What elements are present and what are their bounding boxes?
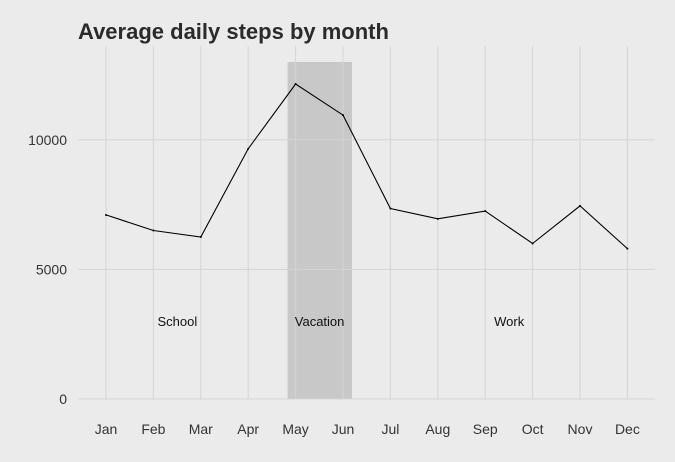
annotation-label: School (158, 314, 198, 329)
data-point (436, 217, 439, 220)
chart-title: Average daily steps by month (78, 19, 389, 44)
x-tick-label: Dec (615, 421, 640, 437)
highlight-band (287, 62, 352, 399)
data-point (626, 247, 629, 250)
data-point (579, 204, 581, 207)
data-point (294, 83, 297, 86)
data-point (389, 207, 392, 210)
y-tick-label: 10000 (28, 132, 67, 148)
x-tick-label: Apr (237, 421, 259, 437)
annotation-label: Work (494, 314, 525, 329)
x-tick-label: Oct (522, 421, 544, 437)
data-point (484, 210, 487, 213)
data-point (105, 213, 107, 216)
data-point (247, 147, 250, 150)
x-tick-label: Jul (381, 421, 399, 437)
data-point (199, 235, 202, 238)
x-tick-label: Aug (425, 421, 450, 437)
series-line (105, 83, 628, 250)
x-tick-label: Mar (189, 421, 213, 437)
x-tick-label: Sep (473, 421, 498, 437)
data-point (531, 242, 534, 245)
y-tick-label: 0 (59, 391, 67, 407)
x-tick-label: May (282, 421, 308, 437)
x-tick-label: Nov (568, 421, 593, 437)
annotation-label: Vacation (295, 314, 345, 329)
data-point (342, 114, 344, 117)
x-tick-label: Jan (95, 421, 118, 437)
x-tick-label: Feb (141, 421, 165, 437)
x-tick-label: Jun (332, 421, 355, 437)
data-point (152, 229, 155, 232)
y-tick-label: 5000 (36, 261, 67, 277)
